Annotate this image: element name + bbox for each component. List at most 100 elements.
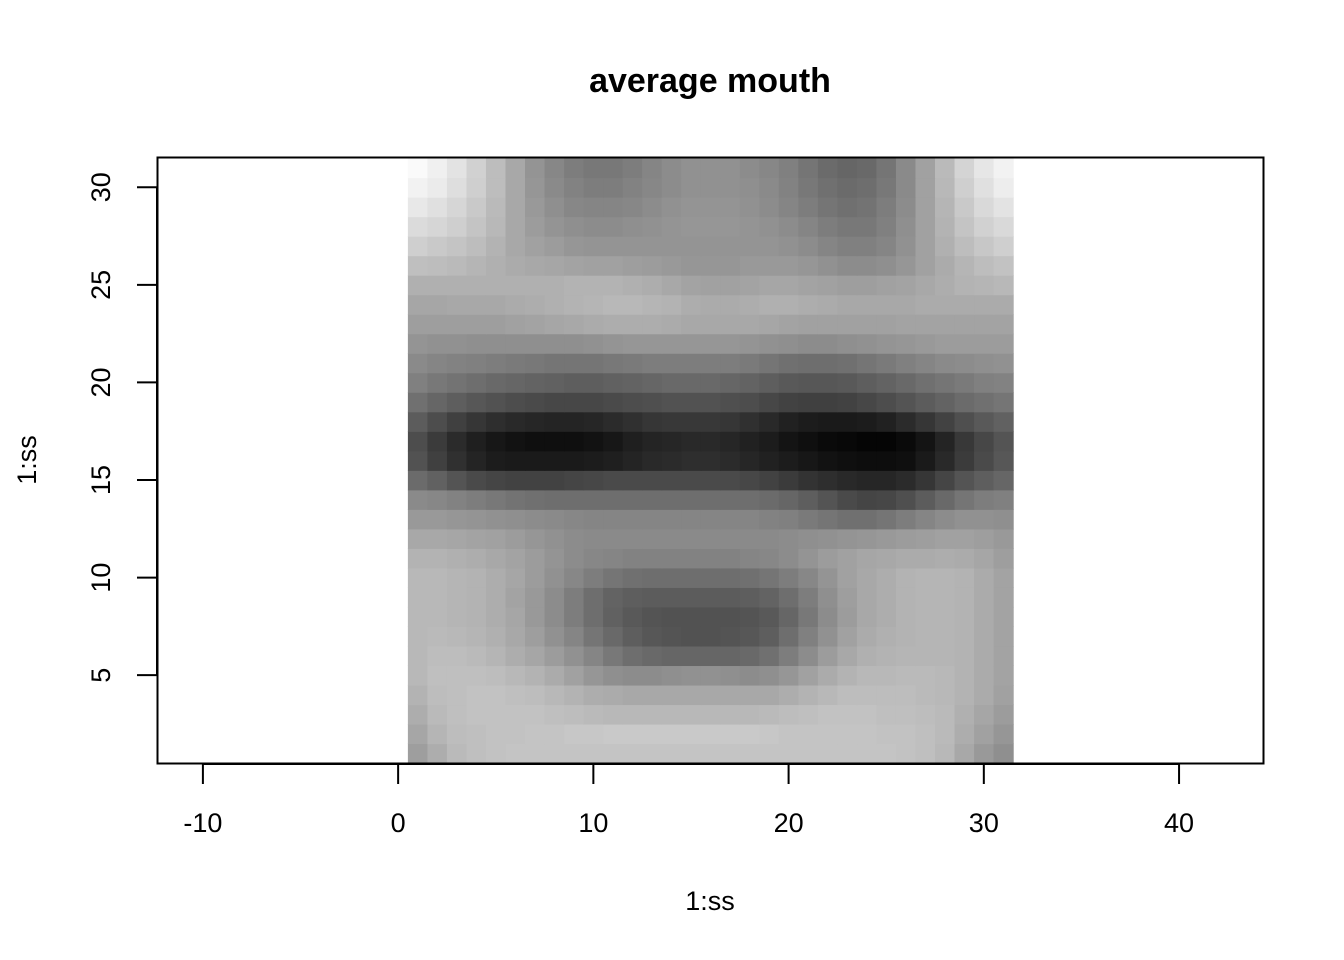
heatmap-cell: [583, 528, 604, 549]
heatmap-cell: [974, 489, 995, 510]
heatmap-cell: [993, 158, 1014, 179]
heatmap-cell: [895, 294, 917, 315]
heatmap-cell: [876, 372, 897, 393]
heatmap-cell: [876, 197, 897, 218]
heatmap-cell: [993, 743, 1014, 764]
heatmap-cell: [564, 431, 585, 452]
heatmap-cell: [407, 450, 429, 471]
heatmap-cell: [681, 255, 702, 276]
heatmap-cell: [759, 372, 780, 393]
heatmap-cell: [485, 216, 507, 237]
heatmap-cell: [427, 372, 448, 393]
heatmap-cell: [993, 470, 1014, 491]
heatmap-cell: [935, 684, 956, 706]
heatmap-cell: [993, 333, 1014, 354]
heatmap-cell: [603, 548, 624, 569]
heatmap-cell: [817, 431, 838, 452]
heatmap-cell: [525, 275, 546, 296]
heatmap-cell: [466, 236, 487, 257]
heatmap-cell: [485, 450, 507, 471]
heatmap-cell: [622, 665, 643, 686]
heatmap-cell: [700, 197, 721, 218]
heatmap-cell: [739, 197, 760, 218]
heatmap-cell: [778, 606, 799, 627]
heatmap-cell: [642, 216, 663, 237]
heatmap-cell: [700, 392, 721, 413]
heatmap-cell: [856, 236, 878, 257]
heatmap-cell: [485, 587, 507, 608]
heatmap-cell: [564, 450, 585, 471]
heatmap-cell: [817, 353, 838, 374]
heatmap-cell: [466, 177, 487, 198]
heatmap-cell: [798, 177, 819, 198]
heatmap-cell: [798, 684, 819, 706]
heatmap-cell: [661, 431, 682, 452]
heatmap-cell: [759, 411, 780, 432]
heatmap-cell: [700, 684, 721, 706]
heatmap-cell: [759, 723, 780, 745]
heatmap-cell: [817, 216, 838, 237]
heatmap-cell: [759, 567, 780, 588]
heatmap-cell: [915, 470, 936, 491]
heatmap-cell: [622, 567, 643, 588]
heatmap-cell: [876, 548, 897, 569]
heatmap-cell: [427, 216, 448, 237]
heatmap-cell: [681, 431, 702, 452]
heatmap-cell: [935, 236, 956, 257]
heatmap-cell: [759, 177, 780, 198]
x-tick-label: 30: [969, 808, 999, 838]
heatmap-cell: [700, 216, 721, 237]
heatmap-cell: [564, 489, 585, 510]
heatmap-cell: [564, 528, 585, 549]
heatmap-cell: [935, 626, 956, 647]
heatmap-cell: [466, 509, 487, 530]
heatmap-cell: [876, 743, 897, 764]
heatmap-cell: [446, 470, 468, 491]
heatmap-cell: [759, 528, 780, 549]
heatmap-cell: [544, 392, 565, 413]
heatmap-cell: [798, 294, 819, 315]
heatmap-cell: [661, 216, 682, 237]
heatmap-cell: [720, 255, 741, 276]
heatmap-cell: [954, 645, 975, 667]
heatmap-cell: [720, 723, 741, 745]
heatmap-cell: [603, 606, 624, 627]
heatmap-cell: [974, 606, 995, 627]
heatmap-cell: [427, 704, 448, 725]
heatmap-cell: [427, 177, 448, 198]
heatmap-cell: [954, 177, 975, 198]
heatmap-cell: [974, 743, 995, 764]
heatmap-cell: [564, 177, 585, 198]
heatmap-cell: [700, 587, 721, 608]
heatmap-cell: [817, 411, 838, 432]
heatmap-cell: [525, 333, 546, 354]
heatmap-cell: [778, 372, 799, 393]
heatmap-cell: [446, 645, 468, 667]
heatmap-cell: [505, 294, 526, 315]
heatmap-cell: [642, 665, 663, 686]
heatmap-cell: [681, 333, 702, 354]
heatmap-cell: [915, 392, 936, 413]
heatmap-cell: [583, 431, 604, 452]
heatmap-cell: [935, 567, 956, 588]
heatmap-cell: [525, 197, 546, 218]
heatmap-cell: [974, 509, 995, 530]
heatmap-cell: [778, 333, 799, 354]
heatmap-cell: [485, 158, 507, 179]
heatmap-cell: [720, 665, 741, 686]
heatmap-cell: [583, 275, 604, 296]
heatmap-cell: [974, 353, 995, 374]
heatmap-cell: [603, 626, 624, 647]
heatmap-cell: [622, 704, 643, 725]
heatmap-cell: [798, 236, 819, 257]
heatmap-cell: [427, 314, 448, 335]
heatmap-cell: [603, 723, 624, 745]
heatmap-cell: [525, 567, 546, 588]
heatmap-cell: [642, 197, 663, 218]
heatmap-cell: [993, 294, 1014, 315]
heatmap-cell: [954, 626, 975, 647]
heatmap-cell: [700, 353, 721, 374]
heatmap-cell: [583, 411, 604, 432]
heatmap-cell: [681, 723, 702, 745]
heatmap-cell: [700, 743, 721, 764]
